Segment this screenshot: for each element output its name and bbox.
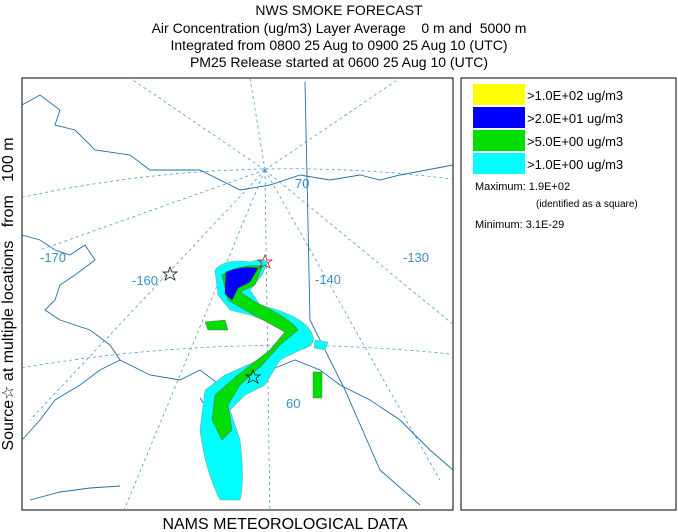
map: -170 -160 -140 -130 70 60	[21, 77, 454, 511]
legend-label: >1.0E+00 ug/m3	[527, 157, 623, 172]
graticule-label: -170	[40, 250, 66, 265]
side-label: Source☆ at multiple locations from 100 m	[0, 137, 17, 450]
source-markers	[161, 254, 274, 384]
legend-label: >1.0E+02 ug/m3	[527, 88, 623, 103]
legend-label: >2.0E+01 ug/m3	[527, 111, 623, 126]
graticule-label: 70	[295, 176, 309, 191]
subtitle: Integrated from 0800 25 Aug to 0900 25 A…	[171, 37, 508, 53]
subtitle: PM25 Release started at 0600 25 Aug 10 (…	[190, 54, 488, 70]
minimum: Minimum: 3.1E-29	[475, 219, 564, 231]
legend-swatch	[473, 130, 525, 151]
graticule-label: -140	[315, 272, 341, 287]
legend-label: >5.0E+00 ug/m3	[527, 134, 623, 149]
legend: >1.0E+02 ug/m3 >2.0E+01 ug/m3 >5.0E+00 ug/…	[473, 84, 623, 174]
graticule-label: -130	[403, 250, 429, 265]
title: NWS SMOKE FORECAST	[255, 2, 423, 18]
graticule-label: 60	[286, 396, 300, 411]
maximum-note: (identified as a square)	[536, 199, 638, 210]
legend-swatch	[473, 153, 525, 174]
legend-swatch	[473, 107, 525, 128]
footer: NAMS METEOROLOGICAL DATA	[162, 516, 407, 532]
subtitle: Air Concentration (ug/m3) Layer Average …	[152, 20, 527, 36]
legend-swatch	[473, 84, 525, 105]
maximum: Maximum: 1.9E+02	[475, 181, 570, 193]
graticule-label: -160	[132, 273, 158, 288]
graticule	[22, 78, 453, 510]
